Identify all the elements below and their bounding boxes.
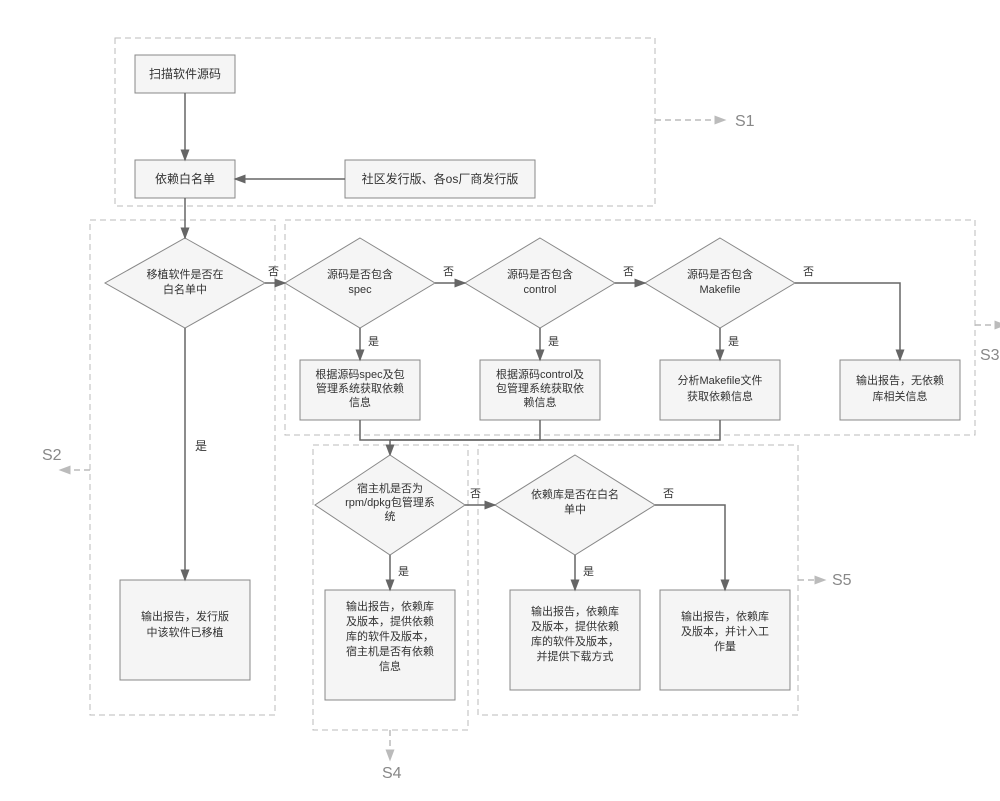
svg-text:及版本，提供依赖: 及版本，提供依赖: [531, 619, 619, 633]
svg-text:库的软件及版本，: 库的软件及版本，: [531, 634, 619, 648]
svg-text:根据源码control及: 根据源码control及: [496, 367, 584, 381]
decision-in-whitelist: [105, 238, 265, 328]
svg-text:否: 否: [443, 266, 454, 278]
svg-text:否: 否: [623, 266, 634, 278]
svg-text:根据源码spec及包: 根据源码spec及包: [315, 367, 404, 381]
svg-text:是: 是: [548, 335, 559, 348]
node-make-dep: [660, 360, 780, 420]
svg-text:社区发行版、各os厂商发行版: 社区发行版、各os厂商发行版: [362, 171, 519, 186]
svg-text:输出报告，依赖库: 输出报告，依赖库: [681, 609, 769, 623]
svg-text:否: 否: [803, 266, 814, 278]
svg-text:白名单中: 白名单中: [163, 282, 207, 296]
decision-spec: [285, 238, 435, 328]
svg-text:获取依赖信息: 获取依赖信息: [687, 389, 753, 403]
svg-text:单中: 单中: [564, 503, 586, 516]
svg-text:作量: 作量: [714, 640, 736, 653]
svg-text:包管理系统获取依: 包管理系统获取依: [496, 381, 584, 395]
decision-makefile: [645, 238, 795, 328]
svg-text:spec: spec: [348, 284, 372, 296]
svg-text:否: 否: [470, 488, 481, 500]
svg-text:否: 否: [663, 488, 674, 500]
svg-text:是: 是: [398, 565, 409, 578]
svg-text:赖信息: 赖信息: [524, 395, 557, 409]
svg-text:输出报告，无依赖: 输出报告，无依赖: [856, 373, 944, 387]
svg-text:宿主机是否为: 宿主机是否为: [357, 481, 423, 495]
svg-text:control: control: [523, 284, 556, 296]
svg-text:是: 是: [728, 335, 739, 348]
svg-text:是: 是: [368, 335, 379, 348]
svg-text:是: 是: [583, 565, 594, 578]
svg-text:宿主机是否有依赖: 宿主机是否有依赖: [346, 644, 434, 658]
svg-text:管理系统获取依赖: 管理系统获取依赖: [316, 381, 404, 395]
svg-text:rpm/dpkg包管理系: rpm/dpkg包管理系: [345, 495, 435, 509]
svg-text:输出报告，依赖库: 输出报告，依赖库: [346, 599, 434, 613]
svg-text:扫描软件源码: 扫描软件源码: [149, 67, 221, 81]
node-nodep: [840, 360, 960, 420]
svg-text:Makefile: Makefile: [700, 284, 741, 296]
svg-text:否: 否: [268, 266, 279, 278]
svg-text:及版本，提供依赖: 及版本，提供依赖: [346, 614, 434, 628]
svg-text:库相关信息: 库相关信息: [873, 389, 928, 403]
stage-label-s3: S3: [980, 347, 1000, 364]
svg-text:移植软件是否在: 移植软件是否在: [147, 267, 224, 281]
svg-text:依赖库是否在白名: 依赖库是否在白名: [531, 487, 619, 501]
svg-text:源码是否包含: 源码是否包含: [507, 267, 573, 281]
svg-text:分析Makefile文件: 分析Makefile文件: [678, 373, 763, 387]
stage-label-s5: S5: [832, 572, 852, 589]
svg-text:源码是否包含: 源码是否包含: [687, 267, 753, 281]
svg-text:并提供下载方式: 并提供下载方式: [537, 649, 614, 663]
svg-text:信息: 信息: [379, 659, 401, 673]
svg-text:是: 是: [195, 439, 207, 453]
svg-text:库的软件及版本，: 库的软件及版本，: [346, 629, 434, 643]
node-out-work: [660, 590, 790, 690]
svg-text:输出报告，依赖库: 输出报告，依赖库: [531, 604, 619, 618]
stage-label-s2: S2: [42, 447, 62, 464]
svg-text:统: 统: [385, 510, 396, 523]
svg-text:输出报告，发行版: 输出报告，发行版: [141, 609, 229, 623]
svg-text:信息: 信息: [349, 395, 371, 409]
svg-text:源码是否包含: 源码是否包含: [327, 267, 393, 281]
stage-label-s4: S4: [382, 765, 402, 781]
stage-label-s1: S1: [735, 113, 755, 130]
svg-text:依赖白名单: 依赖白名单: [155, 171, 215, 186]
svg-text:及版本，并计入工: 及版本，并计入工: [681, 624, 769, 638]
svg-text:中该软件已移植: 中该软件已移植: [147, 625, 224, 639]
decision-control: [465, 238, 615, 328]
